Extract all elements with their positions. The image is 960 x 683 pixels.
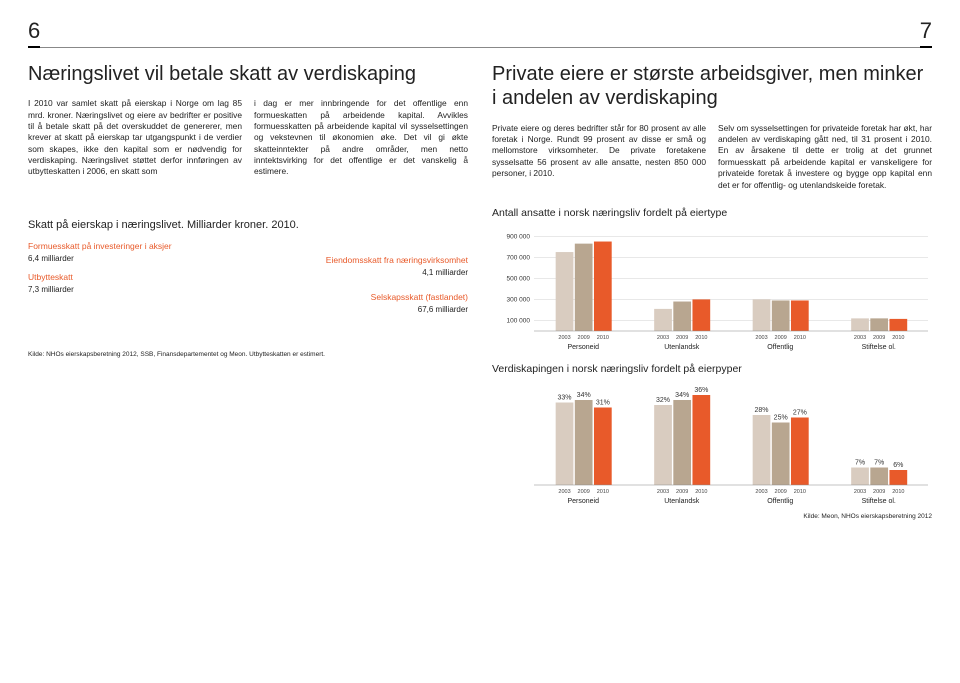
svg-text:2009: 2009: [873, 489, 885, 495]
svg-text:300 000: 300 000: [507, 296, 531, 303]
svg-text:28%: 28%: [755, 407, 769, 414]
svg-text:2009: 2009: [676, 489, 688, 495]
headline-right: Private eiere er største arbeidsgiver, m…: [492, 62, 932, 111]
svg-text:6%: 6%: [893, 462, 903, 469]
chart1-title: Antall ansatte i norsk næringsliv fordel…: [492, 207, 932, 219]
svg-text:34%: 34%: [675, 392, 689, 399]
tax-a-head: Formuesskatt på investeringer i aksjer: [28, 241, 238, 253]
svg-text:2009: 2009: [676, 335, 688, 341]
svg-text:100 000: 100 000: [507, 317, 531, 324]
tax-c-val: 4,1 milliarder: [258, 267, 468, 278]
tax-b-val: 7,3 milliarder: [28, 284, 238, 295]
svg-text:900 000: 900 000: [507, 233, 531, 240]
svg-text:2003: 2003: [657, 489, 669, 495]
chart2-title: Verdiskapingen i norsk næringsliv fordel…: [492, 363, 932, 375]
body-left-col1: I 2010 var samlet skatt på eierskap i No…: [28, 98, 242, 177]
svg-text:Offentlig: Offentlig: [767, 498, 793, 505]
svg-text:33%: 33%: [558, 394, 572, 401]
svg-text:2003: 2003: [755, 489, 767, 495]
svg-text:2009: 2009: [578, 335, 590, 341]
svg-text:2010: 2010: [695, 335, 707, 341]
body-right-col1: Private eiere og deres bedrifter står fo…: [492, 123, 706, 191]
svg-text:2010: 2010: [892, 489, 904, 495]
svg-text:Stiftelse ol.: Stiftelse ol.: [862, 498, 896, 505]
svg-text:2003: 2003: [854, 335, 866, 341]
svg-text:27%: 27%: [793, 409, 807, 416]
svg-text:2010: 2010: [794, 489, 806, 495]
svg-text:2009: 2009: [775, 489, 787, 495]
svg-text:31%: 31%: [596, 399, 610, 406]
svg-text:2010: 2010: [695, 489, 707, 495]
page-number-right: 7: [920, 18, 932, 48]
svg-text:7%: 7%: [874, 459, 884, 466]
svg-text:36%: 36%: [694, 387, 708, 394]
svg-text:2009: 2009: [873, 335, 885, 341]
svg-text:Personeid: Personeid: [567, 344, 599, 351]
svg-text:2003: 2003: [657, 335, 669, 341]
chart2-source: Kilde: Meon, NHOs eierskapsberetning 201…: [492, 513, 932, 520]
svg-text:2009: 2009: [578, 489, 590, 495]
headline-left: Næringslivet vil betale skatt av verdisk…: [28, 62, 468, 86]
tax-title: Skatt på eierskap i næringslivet. Millia…: [28, 219, 468, 231]
chart1: 900 000 700 000 500 000 300 000 100 000 2003 2…: [492, 225, 932, 355]
body-left-col2: i dag er mer innbringende for det offent…: [254, 98, 468, 177]
tax-d-head: Selskapsskatt (fastlandet): [258, 292, 468, 304]
svg-text:Personeid: Personeid: [567, 498, 599, 505]
body-right-col2: Selv om sysselsettingen for privateide f…: [718, 123, 932, 191]
svg-text:25%: 25%: [774, 414, 788, 421]
svg-text:2003: 2003: [854, 489, 866, 495]
svg-text:2010: 2010: [892, 335, 904, 341]
svg-text:2003: 2003: [558, 489, 570, 495]
svg-text:2010: 2010: [597, 489, 609, 495]
svg-text:Stiftelse ol.: Stiftelse ol.: [862, 344, 896, 351]
svg-text:Offentlig: Offentlig: [767, 344, 793, 351]
tax-a-val: 6,4 milliarder: [28, 253, 238, 264]
page-number-left: 6: [28, 18, 40, 48]
tax-source: Kilde: NHOs eierskapsberetning 2012, SSB…: [28, 351, 468, 358]
svg-text:2003: 2003: [755, 335, 767, 341]
svg-text:500 000: 500 000: [507, 275, 531, 282]
svg-text:Utenlandsk: Utenlandsk: [664, 498, 700, 505]
tax-c-head: Eiendomsskatt fra næringsvirksomhet: [258, 255, 468, 267]
chart2: 2003 33% 2009 34% 2010 31% Personeid 2003 32% 200…: [492, 379, 932, 509]
tax-summary: Skatt på eierskap i næringslivet. Millia…: [28, 207, 468, 520]
svg-text:2009: 2009: [775, 335, 787, 341]
tax-d-val: 67,6 milliarder: [258, 304, 468, 315]
svg-text:2010: 2010: [794, 335, 806, 341]
page-numbers: 6 7: [28, 18, 932, 48]
svg-text:Utenlandsk: Utenlandsk: [664, 344, 700, 351]
svg-text:34%: 34%: [577, 392, 591, 399]
svg-text:7%: 7%: [855, 459, 865, 466]
tax-b-head: Utbytteskatt: [28, 272, 238, 284]
svg-text:2010: 2010: [597, 335, 609, 341]
svg-text:32%: 32%: [656, 397, 670, 404]
svg-text:2003: 2003: [558, 335, 570, 341]
svg-text:700 000: 700 000: [507, 254, 531, 261]
